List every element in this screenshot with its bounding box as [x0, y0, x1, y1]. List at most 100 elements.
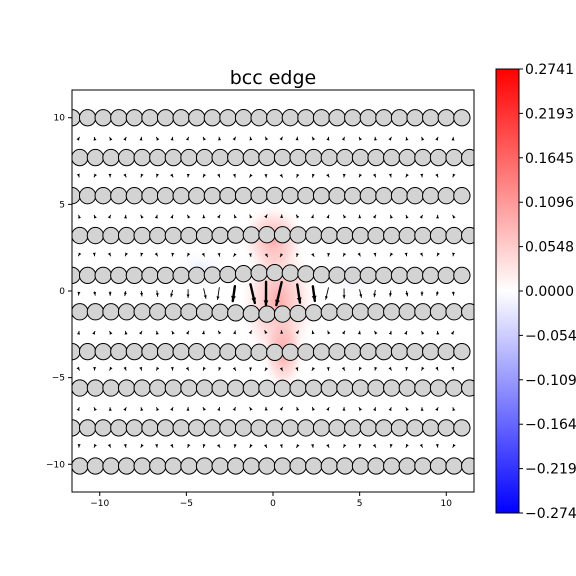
atom — [351, 303, 370, 321]
displacement-arrow — [326, 367, 330, 371]
displacement-arrow — [201, 330, 205, 335]
displacement-arrow — [248, 253, 252, 258]
atom — [258, 379, 276, 397]
displacement-arrow — [263, 444, 268, 449]
atom — [453, 187, 471, 205]
atom — [234, 419, 253, 437]
atom — [453, 343, 471, 361]
x-tick-label: −5 — [180, 499, 193, 509]
atom — [149, 148, 167, 167]
x-tick-label: 0 — [270, 499, 276, 509]
displacement-arrow — [342, 407, 346, 411]
displacement-arrow — [404, 330, 408, 335]
displacement-arrow — [452, 252, 456, 257]
displacement-arrow — [324, 287, 329, 300]
displacement-arrow — [93, 367, 97, 371]
atom — [367, 148, 385, 167]
displacement-arrow — [124, 252, 128, 257]
displacement-arrow — [77, 330, 80, 335]
displacement-arrow — [123, 136, 127, 141]
displacement-arrow — [311, 330, 315, 335]
displacement-arrow — [421, 366, 425, 371]
atom — [445, 303, 463, 321]
displacement-arrow — [139, 136, 143, 141]
atom — [250, 264, 268, 282]
displacement-arrow — [421, 330, 425, 335]
displacement-arrow — [107, 443, 111, 448]
displacement-arrow — [249, 136, 253, 141]
atom — [78, 419, 97, 437]
atom — [72, 379, 89, 397]
atom — [359, 343, 377, 361]
displacement-arrow — [311, 173, 315, 178]
atom — [110, 266, 128, 285]
displacement-arrow — [326, 406, 330, 411]
atom — [398, 457, 416, 475]
atom — [156, 266, 175, 285]
displacement-arrow — [202, 173, 206, 178]
displacement-arrow — [109, 366, 113, 371]
atom — [336, 226, 354, 245]
displacement-arrow — [140, 173, 144, 178]
atom — [383, 457, 401, 475]
displacement-arrow — [109, 136, 113, 141]
atom — [250, 419, 268, 437]
atom — [281, 419, 299, 437]
displacement-arrow — [342, 173, 346, 178]
displacement-arrow — [156, 407, 160, 411]
atom — [250, 343, 268, 361]
displacement-arrow — [295, 136, 299, 141]
atom — [390, 187, 409, 205]
atom — [289, 457, 307, 475]
displacement-arrow — [108, 407, 112, 411]
atom — [461, 379, 474, 397]
atom — [219, 419, 237, 437]
atom — [312, 186, 331, 205]
displacement-arrow — [327, 252, 331, 257]
displacement-arrow — [296, 173, 300, 178]
displacement-arrow — [295, 330, 300, 335]
atom — [234, 109, 253, 127]
displacement-arrow — [107, 252, 112, 257]
displacement-arrow — [170, 173, 174, 178]
atom — [102, 303, 120, 321]
displacement-arrow — [296, 444, 300, 448]
x-tick-label: −10 — [90, 499, 109, 509]
atom — [320, 226, 338, 245]
displacement-arrow — [78, 214, 81, 219]
displacement-arrow — [388, 330, 392, 335]
displacement-arrow — [275, 280, 283, 307]
atom — [242, 148, 260, 167]
displacement-arrow — [155, 136, 160, 141]
displacement-arrow — [185, 366, 190, 371]
y-tick-label: 5 — [59, 200, 65, 210]
atom — [133, 148, 151, 167]
atom — [195, 379, 214, 397]
displacement-arrow — [217, 252, 221, 257]
colorbar-tick-label: 0.2193 — [525, 106, 574, 122]
atom — [414, 303, 432, 321]
displacement-arrow — [171, 252, 175, 257]
displacement-arrow — [358, 136, 362, 141]
displacement-arrow — [76, 366, 80, 371]
atom — [180, 457, 198, 475]
atom — [422, 187, 440, 205]
displacement-arrow — [450, 330, 455, 335]
atom — [273, 226, 292, 244]
atom — [429, 457, 448, 475]
displacement-arrow — [232, 173, 236, 178]
displacement-arrow — [156, 173, 159, 178]
atom — [429, 379, 448, 397]
displacement-arrow — [405, 214, 409, 219]
displacement-arrow — [389, 290, 393, 297]
displacement-arrow — [123, 443, 127, 448]
atom — [445, 226, 463, 245]
displacement-arrow — [295, 367, 299, 372]
displacement-arrow — [342, 252, 347, 257]
displacement-arrow — [93, 136, 97, 141]
displacement-arrow — [326, 136, 330, 141]
colorbar-tick-label: 0.0000 — [525, 284, 574, 300]
atom — [429, 148, 448, 167]
displacement-arrow — [76, 136, 80, 141]
